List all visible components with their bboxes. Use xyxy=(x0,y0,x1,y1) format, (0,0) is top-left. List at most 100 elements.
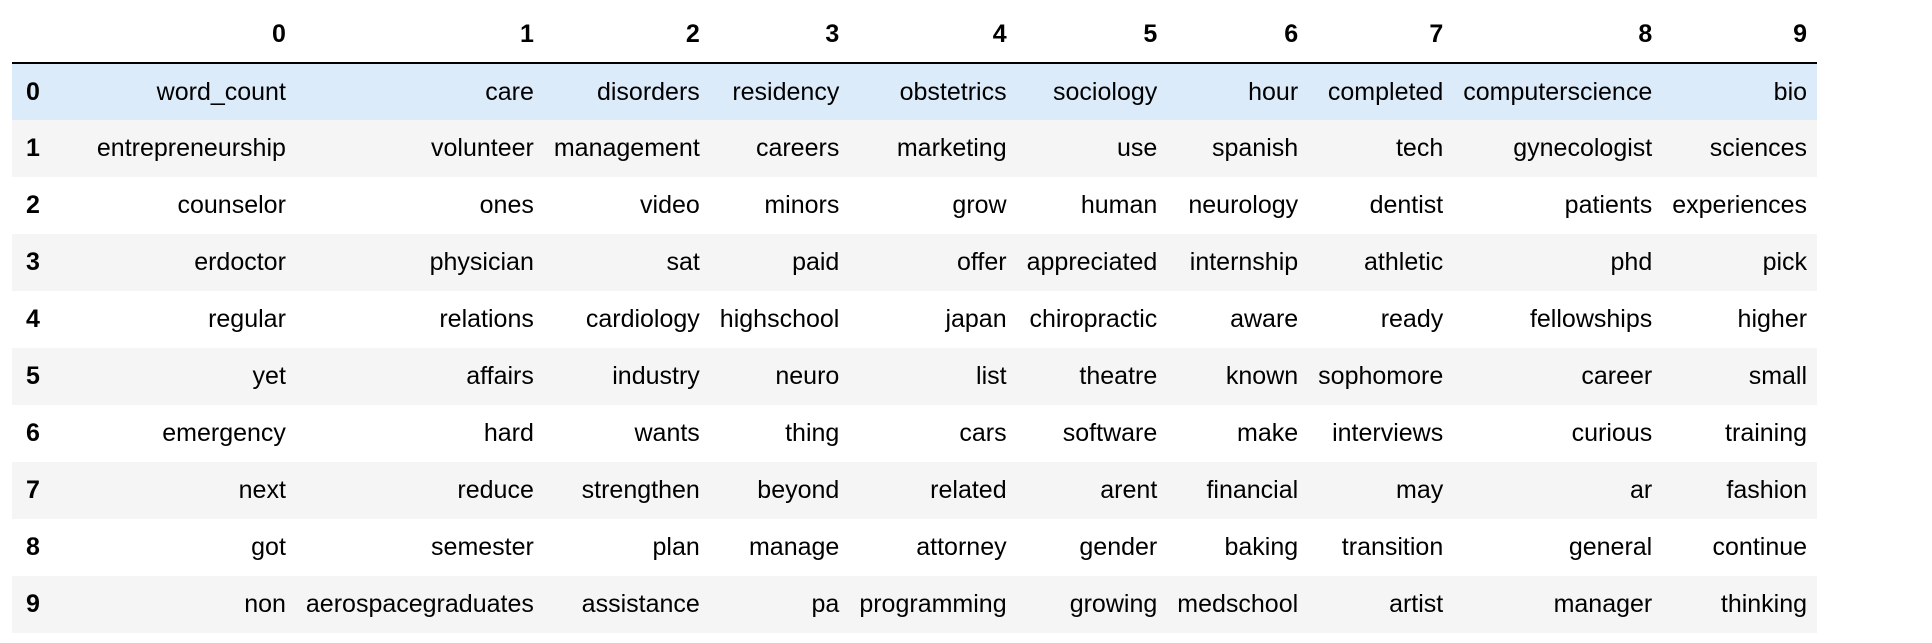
table-cell: continue xyxy=(1712,533,1808,561)
table-cell: aware xyxy=(1230,305,1299,333)
column-header: 9 xyxy=(1662,6,1818,64)
table-row[interactable]: 1 entrepreneurship volunteer management care… xyxy=(12,120,1818,177)
table-header: 0 1 2 3 4 5 6 7 8 9 xyxy=(12,6,1818,64)
table-cell: disorders xyxy=(596,77,700,106)
table-cell: video xyxy=(640,191,700,219)
table-cell: residency xyxy=(732,77,840,106)
table-cell: obstetrics xyxy=(899,77,1007,106)
table-cell: make xyxy=(1237,419,1299,447)
table-cell: sophomore xyxy=(1318,362,1444,390)
table-cell: hard xyxy=(483,419,534,447)
table-body: 0 word_count care disorders residency obstetr… xyxy=(12,63,1818,633)
table-row[interactable]: 3 erdoctor physician sat paid offer appreciate… xyxy=(12,234,1818,291)
table-cell: cardiology xyxy=(585,305,700,333)
table-cell: cars xyxy=(959,419,1007,447)
dataframe-output: 0 1 2 3 4 5 6 7 8 9 0 word_count care disor… xyxy=(12,6,1818,633)
table-cell: care xyxy=(485,77,534,106)
table-cell: athletic xyxy=(1364,248,1444,276)
table-cell: list xyxy=(976,362,1007,390)
table-cell: semester xyxy=(431,533,534,561)
table-cell: growing xyxy=(1069,590,1158,618)
table-cell: fashion xyxy=(1726,476,1808,504)
table-cell: appreciated xyxy=(1026,248,1158,276)
table-cell: aerospacegraduates xyxy=(305,590,534,618)
table-cell: sat xyxy=(666,248,700,276)
table-row[interactable]: 9 non aerospacegraduates assistance pa progra… xyxy=(12,576,1818,633)
row-index-cell: 0 xyxy=(26,77,40,106)
table-cell: small xyxy=(1748,362,1808,390)
table-cell: grow xyxy=(952,191,1007,219)
table-cell: baking xyxy=(1224,533,1299,561)
table-cell: training xyxy=(1725,419,1808,447)
table-row[interactable]: 0 word_count care disorders residency obstetr… xyxy=(12,63,1818,120)
table-cell: medschool xyxy=(1177,590,1299,618)
table-cell: highschool xyxy=(719,305,840,333)
column-header: 1 xyxy=(295,6,544,64)
table-cell: human xyxy=(1080,191,1158,219)
table-cell: internship xyxy=(1189,248,1299,276)
table-cell: industry xyxy=(612,362,700,390)
table-cell: transition xyxy=(1341,533,1444,561)
table-cell: paid xyxy=(792,248,840,276)
table-cell: minors xyxy=(764,191,840,219)
table-cell: volunteer xyxy=(431,134,534,162)
table-cell: bio xyxy=(1773,77,1808,106)
table-cell: known xyxy=(1225,362,1299,390)
table-cell: strengthen xyxy=(581,476,700,504)
table-cell: chiropractic xyxy=(1029,305,1158,333)
table-cell: relations xyxy=(439,305,534,333)
table-cell: emergency xyxy=(162,419,286,447)
row-index-cell: 9 xyxy=(26,590,40,618)
table-cell: wants xyxy=(634,419,700,447)
table-cell: ar xyxy=(1630,476,1653,504)
row-index-cell: 4 xyxy=(26,305,40,333)
column-header: 4 xyxy=(849,6,1017,64)
column-header: 3 xyxy=(709,6,850,64)
table-cell: plan xyxy=(652,533,700,561)
row-index-cell: 2 xyxy=(26,191,40,219)
table-cell: manager xyxy=(1553,590,1653,618)
table-cell: interviews xyxy=(1332,419,1444,447)
table-row[interactable]: 6 emergency hard wants thing cars software make… xyxy=(12,405,1818,462)
table-cell: curious xyxy=(1571,419,1653,447)
table-cell: theatre xyxy=(1079,362,1158,390)
table-cell: neurology xyxy=(1188,191,1299,219)
table-row[interactable]: 5 yet affairs industry neuro list theatre known… xyxy=(12,348,1818,405)
table-row[interactable]: 7 next reduce strengthen beyond related arent f… xyxy=(12,462,1818,519)
row-index-cell: 7 xyxy=(26,476,40,504)
table-cell: thing xyxy=(785,419,840,447)
table-cell: counselor xyxy=(177,191,286,219)
column-header: 7 xyxy=(1308,6,1454,64)
table-cell: erdoctor xyxy=(194,248,286,276)
table-cell: attorney xyxy=(916,533,1007,561)
table-cell: affairs xyxy=(466,362,534,390)
table-cell: experiences xyxy=(1672,191,1808,219)
table-cell: offer xyxy=(957,248,1007,276)
table-cell: tech xyxy=(1395,134,1444,162)
table-cell: career xyxy=(1581,362,1653,390)
table-cell: thinking xyxy=(1720,590,1808,618)
column-header: 5 xyxy=(1016,6,1168,64)
table-cell: pick xyxy=(1762,248,1808,276)
table-cell: marketing xyxy=(896,134,1007,162)
table-cell: dentist xyxy=(1369,191,1444,219)
row-index-cell: 1 xyxy=(26,134,40,162)
table-cell: computerscience xyxy=(1463,77,1653,106)
table-cell: financial xyxy=(1206,476,1299,504)
table-row[interactable]: 8 got semester plan manage attorney gender baki… xyxy=(12,519,1818,576)
table-cell: general xyxy=(1568,533,1653,561)
table-cell: ready xyxy=(1380,305,1444,333)
column-header: 0 xyxy=(49,6,296,64)
table-cell: related xyxy=(930,476,1007,504)
table-cell: phd xyxy=(1610,248,1653,276)
row-index-cell: 5 xyxy=(26,362,40,390)
table-cell: hour xyxy=(1248,77,1299,106)
table-cell: programming xyxy=(859,590,1007,618)
table-cell: sciences xyxy=(1709,134,1808,162)
table-cell: higher xyxy=(1737,305,1808,333)
table-cell: neuro xyxy=(775,362,840,390)
table-row[interactable]: 2 counselor ones video minors grow human neurol… xyxy=(12,177,1818,234)
table-cell: next xyxy=(238,476,286,504)
row-index-cell: 3 xyxy=(26,248,40,276)
table-row[interactable]: 4 regular relations cardiology highschool jap… xyxy=(12,291,1818,348)
